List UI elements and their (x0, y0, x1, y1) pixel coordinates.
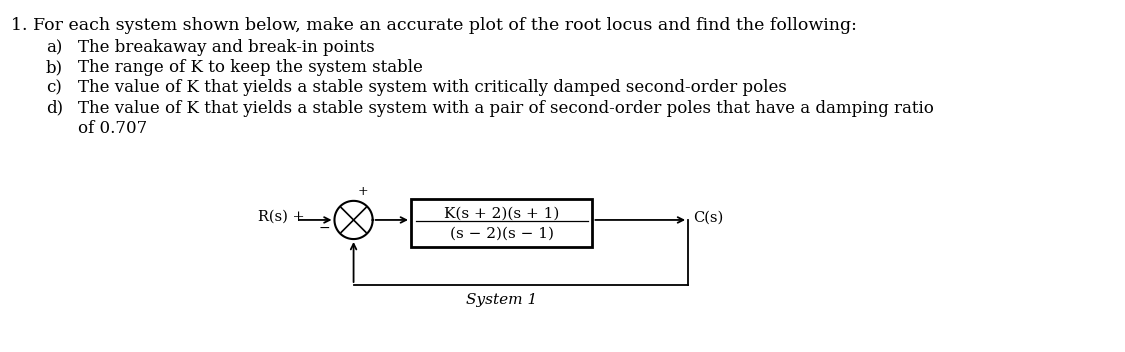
Text: C(s): C(s) (693, 211, 723, 225)
Text: The value of K that yields a stable system with a pair of second-order poles tha: The value of K that yields a stable syst… (79, 100, 934, 117)
Text: −: − (318, 221, 330, 234)
Text: K(s + 2)(s + 1): K(s + 2)(s + 1) (444, 206, 559, 220)
Text: (s − 2)(s − 1): (s − 2)(s − 1) (450, 226, 554, 240)
Text: d): d) (46, 100, 63, 117)
Text: b): b) (46, 59, 63, 76)
Text: The range of K to keep the system stable: The range of K to keep the system stable (79, 59, 423, 76)
Text: a): a) (46, 39, 62, 56)
Text: The breakaway and break-in points: The breakaway and break-in points (79, 39, 375, 56)
Text: The value of K that yields a stable system with critically damped second-order p: The value of K that yields a stable syst… (79, 80, 787, 96)
Text: R(s) +: R(s) + (258, 210, 305, 224)
Text: +: + (358, 185, 368, 198)
Text: 1. For each system shown below, make an accurate plot of the root locus and find: 1. For each system shown below, make an … (11, 17, 857, 34)
Text: c): c) (46, 80, 62, 96)
Text: System 1: System 1 (466, 293, 538, 307)
Text: of 0.707: of 0.707 (79, 120, 147, 137)
Bar (411, 199, 593, 247)
